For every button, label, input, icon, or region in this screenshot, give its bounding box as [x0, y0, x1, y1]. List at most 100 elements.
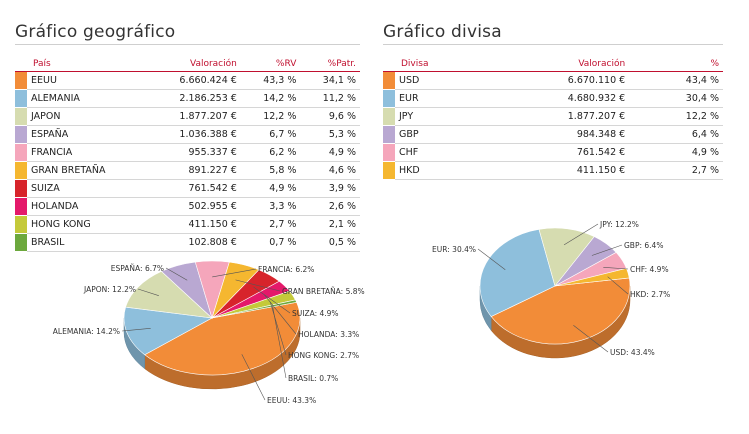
cell-val: 955.337 €: [146, 143, 241, 162]
geo-table-header: País Valoración %RV %Patr.: [15, 56, 360, 72]
pie-leader-line: [477, 248, 506, 270]
color-swatch-cell: [15, 89, 27, 108]
cell-patr: 4,6 %: [300, 161, 360, 180]
cell-val: 6.660.424 €: [146, 71, 241, 90]
cell-val: 502.955 €: [146, 197, 241, 216]
cell-name: HKD: [395, 161, 481, 180]
cell-rv: 14,2 %: [240, 89, 301, 108]
cell-rv: 0,7 %: [240, 233, 301, 252]
pie-leader-line: [591, 244, 623, 256]
cell-patr: 4,9 %: [300, 143, 360, 162]
color-swatch: [15, 72, 27, 89]
pie-slice: [125, 270, 213, 319]
pie-label-group: EEUU: 43.3%: [241, 354, 316, 405]
pie-label-group: CHF: 4.9%: [603, 265, 669, 274]
cell-name: JAPON: [27, 107, 147, 126]
pie-label-group: HOLANDA: 3.3%: [264, 294, 359, 339]
cell-name: EUR: [395, 89, 481, 108]
cell-rv: 2,7 %: [240, 215, 301, 234]
color-swatch-cell: [15, 125, 27, 144]
cell-patr: 5,3 %: [300, 125, 360, 144]
cell-val: 6.670.110 €: [480, 71, 630, 90]
pie-label-group: ALEMANIA: 14.2%: [53, 327, 151, 336]
color-swatch-cell: [383, 143, 395, 162]
table-row: EUR 4.680.932 €30,4 %: [383, 89, 723, 108]
cell-patr: 0,5 %: [300, 233, 360, 252]
cell-name: GBP: [395, 125, 481, 144]
cell-val: 984.348 €: [480, 125, 630, 144]
pie-label: JAPON: 12.2%: [83, 285, 136, 294]
cell-name: USD: [395, 71, 481, 90]
cell-name: SUIZA: [27, 179, 147, 198]
cell-pct: 4,9 %: [629, 143, 723, 162]
color-swatch-cell: [15, 215, 27, 234]
color-swatch-cell: [383, 107, 395, 126]
div-header-valoracion: Valoración: [480, 56, 630, 72]
color-swatch-cell: [15, 161, 27, 180]
pie-slice: [123, 306, 213, 356]
table-row: SUIZA 761.542 €4,9 % 3,9 %: [15, 179, 360, 198]
color-swatch: [15, 162, 27, 179]
div-header-divisa: Divisa: [383, 56, 481, 72]
geo-title-rule: [15, 44, 360, 45]
pie-label: USD: 43.4%: [610, 348, 655, 357]
cell-rv: 4,9 %: [240, 179, 301, 198]
pie-label-group: HONG KONG: 2.7%: [269, 301, 359, 360]
table-row: USD 6.670.110 €43,4 %: [383, 71, 723, 90]
color-swatch: [15, 234, 27, 251]
cell-patr: 11,2 %: [300, 89, 360, 108]
div-table: Divisa Valoración % USD 6.670.110 €43,4 %…: [383, 56, 723, 180]
table-row: HOLANDA 502.955 €3,3 % 2,6 %: [15, 197, 360, 216]
pie-leader-line: [269, 301, 287, 356]
table-row: FRANCIA 955.337 €6,2 % 4,9 %: [15, 143, 360, 162]
pie-label: BRASIL: 0.7%: [288, 374, 338, 383]
pie-slice: [490, 277, 631, 345]
pie-slice: [554, 267, 630, 287]
color-swatch-cell: [15, 107, 27, 126]
div-header-pct: %: [629, 56, 723, 72]
color-swatch-cell: [383, 89, 395, 108]
color-swatch: [15, 198, 27, 215]
pie-leader-line: [603, 267, 629, 270]
pie-label-group: BRASIL: 0.7%: [272, 305, 338, 383]
pie-leader-line: [272, 305, 287, 379]
cell-pct: 43,4 %: [629, 71, 723, 90]
table-row: HKD 411.150 €2,7 %: [383, 161, 723, 180]
table-row: JPY 1.877.207 €12,2 %: [383, 107, 723, 126]
pie-leader-line: [212, 268, 257, 278]
pie-slice: [211, 299, 298, 319]
color-swatch: [383, 90, 395, 107]
div-section-title: Gráfico divisa: [383, 22, 502, 42]
pie-label: ALEMANIA: 14.2%: [53, 327, 120, 336]
table-row: JAPON 1.877.207 €12,2 % 9,6 %: [15, 107, 360, 126]
pie-label: HOLANDA: 3.3%: [298, 330, 359, 339]
geo-header-pais: País: [15, 56, 147, 72]
pie-leader-line: [563, 223, 599, 246]
color-swatch: [15, 90, 27, 107]
cell-rv: 3,3 %: [240, 197, 301, 216]
pie-label-group: JAPON: 12.2%: [83, 285, 159, 296]
pie-label: SUIZA: 4.9%: [292, 309, 339, 318]
color-swatch: [15, 108, 27, 125]
geo-header-rv: %RV: [240, 56, 301, 72]
pie-leader-line: [165, 267, 188, 281]
table-row: CHF 761.542 €4,9 %: [383, 143, 723, 162]
cell-pct: 2,7 %: [629, 161, 723, 180]
pie-label-group: GBP: 6.4%: [591, 241, 663, 256]
color-swatch-cell: [383, 161, 395, 180]
cell-name: CHF: [395, 143, 481, 162]
cell-val: 411.150 €: [480, 161, 630, 180]
cell-name: JPY: [395, 107, 481, 126]
color-swatch-cell: [15, 71, 27, 90]
pie-leader-line: [137, 288, 159, 296]
color-swatch: [15, 126, 27, 143]
cell-pct: 6,4 %: [629, 125, 723, 144]
geo-header-valoracion: Valoración: [146, 56, 241, 72]
pie-label-group: JPY: 12.2%: [563, 220, 639, 246]
cell-patr: 2,1 %: [300, 215, 360, 234]
pie-label-group: HKD: 2.7%: [607, 276, 670, 299]
pie-label-group: SUIZA: 4.9%: [253, 286, 339, 318]
pie-label-group: EUR: 30.4%: [432, 245, 506, 270]
